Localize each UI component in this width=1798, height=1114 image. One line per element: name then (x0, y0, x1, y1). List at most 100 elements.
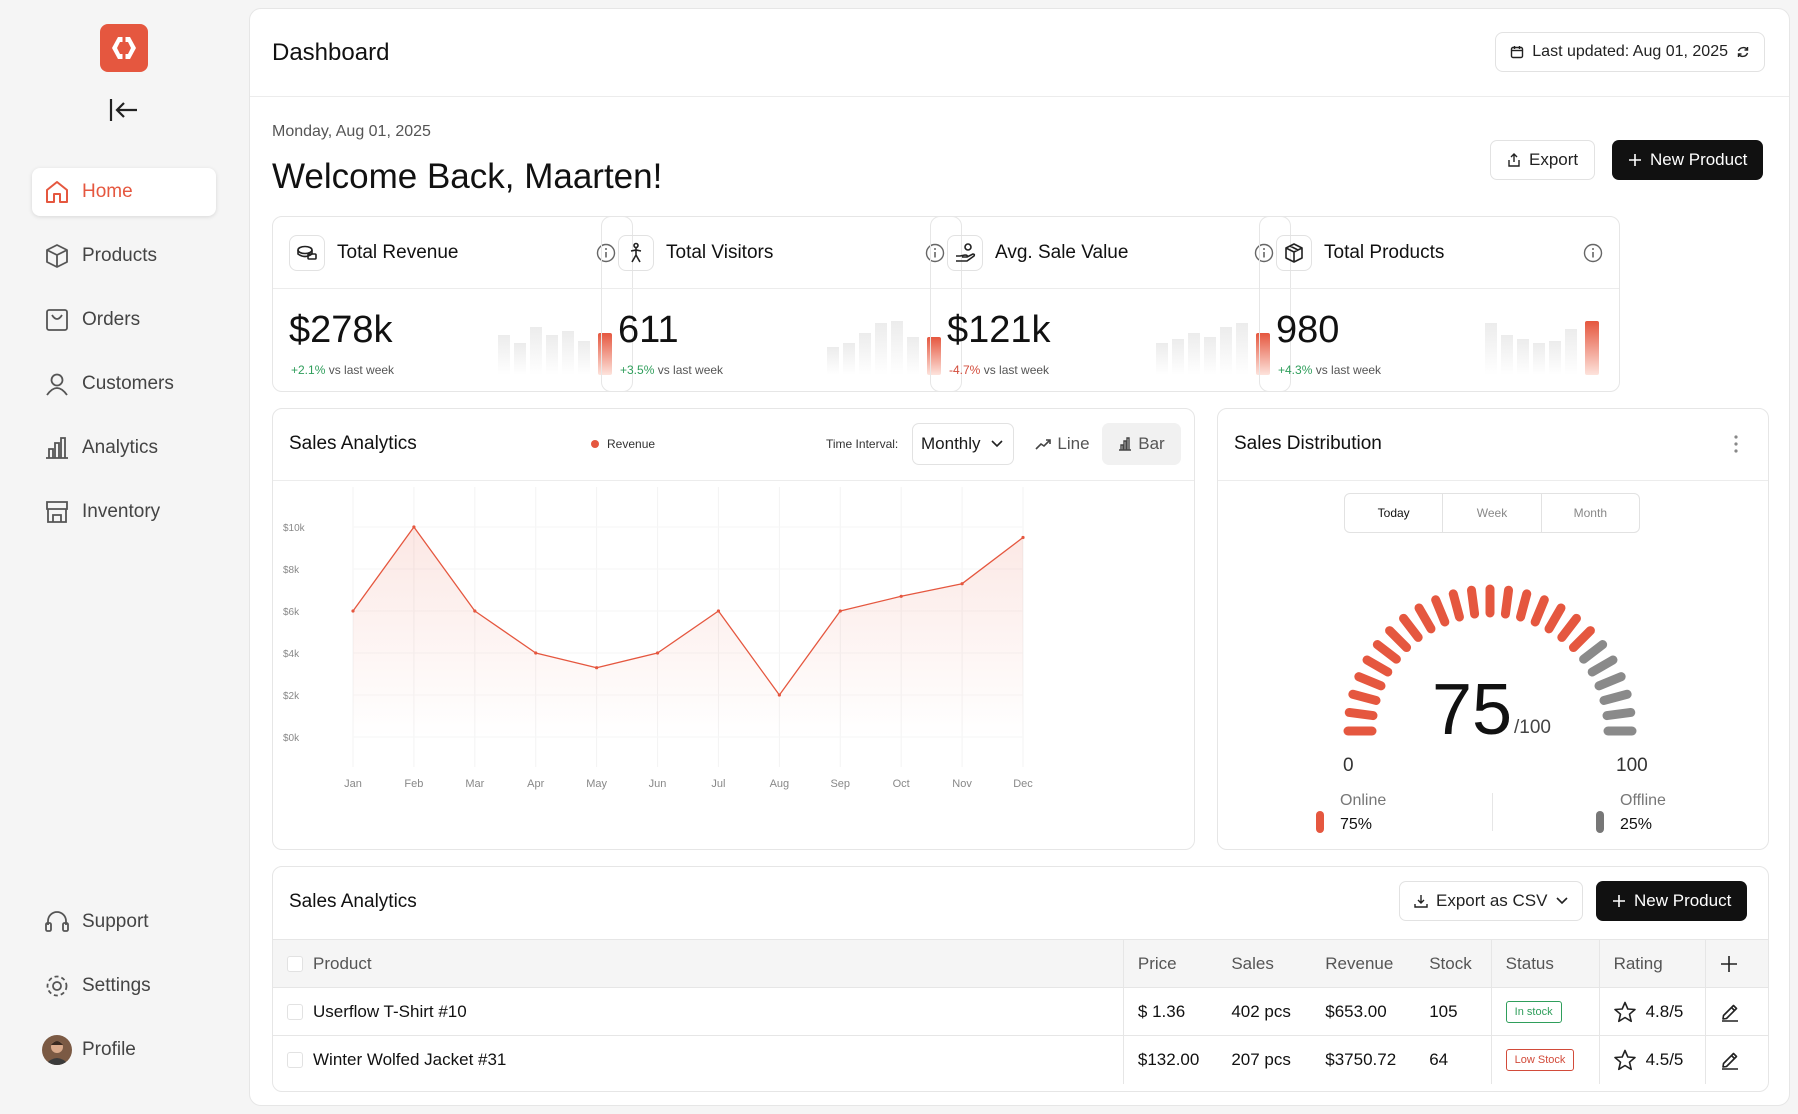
gauge-tick (1372, 640, 1401, 664)
info-icon[interactable] (1583, 243, 1603, 263)
sidebar-item-home[interactable]: Home (32, 168, 216, 216)
hand-coins-icon (947, 234, 983, 271)
bar-chart-icon (1118, 437, 1132, 451)
sidebar-item-inventory[interactable]: Inventory (32, 488, 216, 536)
walking-person-icon (618, 234, 654, 271)
info-icon[interactable] (925, 243, 945, 263)
line-toggle[interactable]: Line (1023, 423, 1102, 465)
column-header-product[interactable]: Product (273, 939, 1124, 988)
export-csv-button[interactable]: Export as CSV (1399, 881, 1583, 921)
edit-row-button[interactable] (1704, 1035, 1768, 1084)
download-icon (1414, 894, 1428, 908)
sidebar-item-products[interactable]: Products (32, 232, 216, 280)
data-point (595, 666, 599, 670)
kpi-title: Total Products (1324, 241, 1445, 263)
gauge-tick (1579, 640, 1608, 664)
tab-today[interactable]: Today (1345, 494, 1444, 532)
gauge-tick (1448, 589, 1464, 622)
kpi-sparkline (1156, 323, 1270, 375)
tab-month[interactable]: Month (1573, 506, 1607, 520)
collapse-sidebar-icon[interactable] (108, 96, 140, 124)
row-checkbox[interactable] (287, 1052, 303, 1069)
sidebar-item-label: Products (82, 245, 157, 266)
sidebar-item-support[interactable]: Support (32, 898, 216, 946)
table-header-row: Product Price Sales Revenue Stock Status… (273, 939, 1768, 988)
column-header-price[interactable]: Price (1122, 939, 1218, 988)
kpi-delta-suffix: vs last week (1315, 363, 1382, 377)
kpi-title: Total Visitors (666, 241, 774, 263)
app-logo[interactable] (100, 24, 148, 72)
sales-cell: 402 pcs (1217, 987, 1312, 1036)
column-header-rating[interactable]: Rating (1598, 939, 1706, 988)
y-tick-label: $4k (283, 649, 300, 660)
time-interval-select[interactable]: Monthly (912, 423, 1014, 465)
column-header-status[interactable]: Status (1490, 939, 1600, 988)
data-point (716, 609, 721, 613)
new-product-button[interactable]: New Product (1612, 140, 1764, 180)
gauge-tick (1385, 626, 1412, 653)
tab-week[interactable]: Week (1443, 494, 1542, 532)
last-updated-button[interactable]: Last updated: Aug 01, 2025 (1495, 32, 1765, 72)
sidebar-item-customers[interactable]: Customers (32, 360, 216, 408)
gauge-tick (1594, 672, 1626, 691)
y-tick-label: $0k (283, 733, 300, 744)
gauge-tick (1500, 585, 1514, 619)
column-header-stock[interactable]: Stock (1415, 939, 1492, 988)
column-header-sales[interactable]: Sales (1217, 939, 1312, 988)
y-tick-label: $2k (283, 691, 300, 702)
main-panel: Dashboard Last updated: Aug 01, 2025 Mon… (249, 8, 1790, 1106)
user-icon (42, 369, 72, 399)
sidebar-item-profile[interactable]: Profile (32, 1026, 216, 1074)
table-row[interactable]: Winter Wolfed Jacket #31 $132.00 207 pcs… (273, 1035, 1768, 1084)
gauge-tick (1354, 672, 1386, 691)
kpi-delta: +4.3% vs last week (1278, 363, 1381, 377)
select-all-checkbox[interactable] (287, 956, 303, 973)
kpi-value: 980 (1276, 309, 1340, 351)
info-icon[interactable] (596, 243, 616, 263)
kpi-delta-value: +3.5% (620, 363, 655, 377)
table-row[interactable]: Userflow T-Shirt #10 $ 1.36 402 pcs $653… (273, 987, 1768, 1036)
sidebar-item-analytics[interactable]: Analytics (32, 424, 216, 472)
sales-distribution-card: Sales Distribution Today Week Month 75 /… (1217, 408, 1769, 850)
column-header-revenue[interactable]: Revenue (1311, 939, 1416, 988)
card-title: Sales Analytics (289, 433, 417, 454)
stock-cell: 105 (1415, 987, 1492, 1036)
stock-cell: 64 (1415, 1035, 1492, 1084)
sidebar-item-orders[interactable]: Orders (32, 296, 216, 344)
gauge-tick (1544, 603, 1566, 634)
chart-type-toggle: Line Bar (1023, 423, 1181, 465)
bottom-nav: Support Settings Profile (32, 898, 216, 1090)
kpi-card-total-visitors: Total Visitors 611 +3.5% vs last week (601, 216, 962, 392)
gauge-tick (1568, 626, 1595, 653)
offline-stat: Offline 25% (1620, 789, 1666, 837)
gauge-tick (1587, 655, 1618, 677)
sidebar-item-settings[interactable]: Settings (32, 962, 216, 1010)
product-name: Winter Wolfed Jacket #31 (313, 1049, 507, 1069)
calendar-icon (1510, 45, 1524, 59)
row-checkbox[interactable] (287, 1004, 303, 1021)
table-new-product-button[interactable]: New Product (1596, 881, 1748, 921)
last-updated-text: Last updated: Aug 01, 2025 (1532, 43, 1728, 60)
offline-value: 25% (1620, 816, 1653, 833)
kpi-delta: +2.1% vs last week (291, 363, 394, 377)
export-button[interactable]: Export (1490, 140, 1596, 180)
gauge-tick (1530, 595, 1549, 627)
avatar (42, 1035, 72, 1065)
gauge-tick (1414, 603, 1436, 634)
money-icon (289, 234, 325, 271)
headset-icon (42, 907, 72, 937)
more-options-icon[interactable] (1734, 435, 1738, 453)
edit-row-button[interactable] (1704, 987, 1768, 1036)
add-column-button[interactable] (1704, 939, 1768, 988)
products-table-card: Sales Analytics Export as CSV New Produc… (272, 866, 1769, 1092)
sidebar-item-label: Home (82, 181, 133, 202)
refresh-icon (1736, 45, 1750, 59)
new-product-label: New Product (1634, 891, 1732, 910)
sales-analytics-card: Sales Analytics Revenue Time Interval: M… (272, 408, 1195, 850)
export-csv-label: Export as CSV (1436, 891, 1548, 910)
info-icon[interactable] (1254, 243, 1274, 263)
x-tick-label: Jul (711, 778, 725, 790)
bar-toggle[interactable]: Bar (1102, 423, 1181, 465)
time-interval-value: Monthly (921, 434, 981, 453)
kpi-delta: +3.5% vs last week (620, 363, 723, 377)
